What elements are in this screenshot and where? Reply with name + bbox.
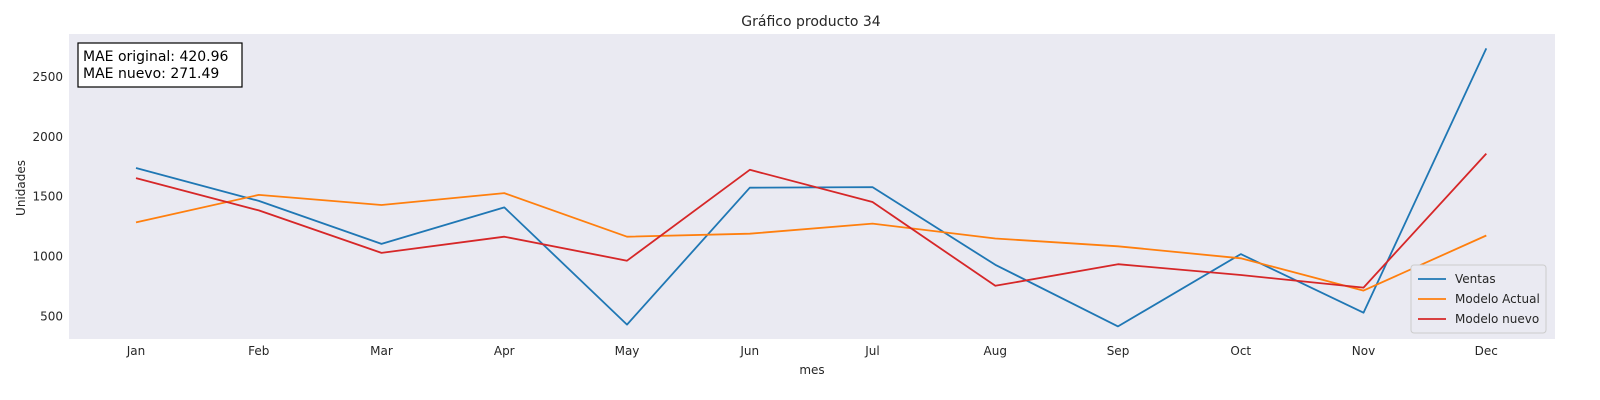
x-axis-label: mes bbox=[799, 363, 824, 377]
x-tick-label: May bbox=[615, 344, 640, 358]
x-tick-label: Jan bbox=[126, 344, 146, 358]
y-tick-label: 1500 bbox=[32, 190, 63, 204]
y-axis: 500 1000 1500 2000 2500 bbox=[32, 70, 63, 323]
legend-box bbox=[1410, 264, 1547, 334]
x-tick-label: Nov bbox=[1352, 344, 1375, 358]
x-tick-label: Jun bbox=[739, 344, 759, 358]
x-tick-label: Mar bbox=[370, 344, 393, 358]
y-tick-label: 2000 bbox=[32, 130, 63, 144]
x-tick-label: Dec bbox=[1475, 344, 1498, 358]
legend-label: Ventas bbox=[1455, 272, 1496, 286]
y-tick-label: 2500 bbox=[32, 70, 63, 84]
mae-original-text: MAE original: 420.96 bbox=[83, 49, 229, 65]
x-tick-label: Feb bbox=[248, 344, 269, 358]
chart-title: Gráfico producto 34 bbox=[741, 14, 880, 30]
series-line-3 bbox=[135, 152, 1487, 289]
legend-label: Modelo nuevo bbox=[1455, 312, 1539, 326]
legend: Ventas Modelo Actual Modelo nuevo bbox=[1410, 264, 1547, 334]
series-line-2 bbox=[135, 192, 1487, 292]
y-axis-label: Unidades bbox=[14, 160, 28, 216]
y-tick-label: 500 bbox=[40, 309, 63, 323]
x-tick-label: Jul bbox=[864, 344, 879, 358]
x-axis: Jan Feb Mar Apr May Jun Jul Aug Sep Oct Nov Dec bbox=[126, 344, 1498, 358]
y-tick-label: 1000 bbox=[32, 249, 63, 263]
series-lines bbox=[135, 48, 1488, 328]
x-tick-label: Oct bbox=[1230, 344, 1251, 358]
mae-annotation: MAE original: 420.96 MAE nuevo: 271.49 bbox=[77, 42, 243, 88]
x-tick-label: Aug bbox=[984, 344, 1007, 358]
x-tick-label: Sep bbox=[1107, 344, 1130, 358]
mae-box bbox=[77, 42, 243, 88]
legend-label: Modelo Actual bbox=[1455, 292, 1540, 306]
mae-nuevo-text: MAE nuevo: 271.49 bbox=[83, 66, 219, 82]
x-tick-label: Apr bbox=[494, 344, 515, 358]
